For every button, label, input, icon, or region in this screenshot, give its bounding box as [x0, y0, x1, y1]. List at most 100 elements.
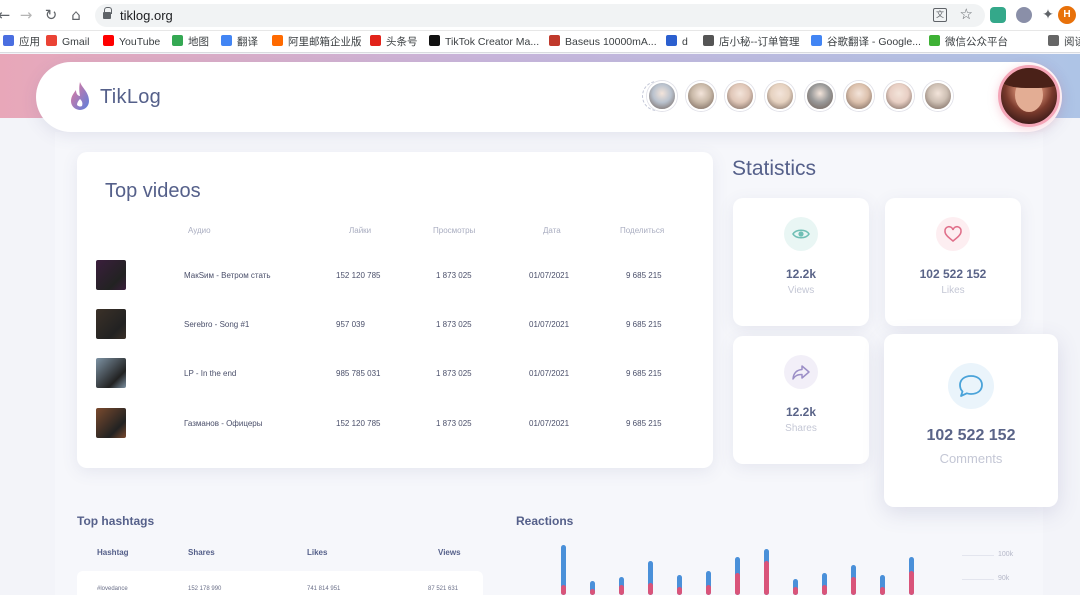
bookmark-item[interactable]: 阅读: [1048, 35, 1080, 49]
account-avatar[interactable]: [686, 81, 716, 111]
url-text[interactable]: tiklog.org: [120, 8, 173, 23]
reaction-bar-pink[interactable]: [590, 589, 595, 595]
column-header[interactable]: Hashtag: [97, 548, 129, 557]
bookmark-label: Gmail: [62, 36, 90, 48]
bookmark-item[interactable]: Baseus 10000mA...: [549, 35, 657, 49]
reaction-bar-blue[interactable]: [880, 575, 885, 595]
bookmark-label: 应用: [19, 36, 40, 48]
bookmark-item[interactable]: TikTok Creator Ma...: [429, 35, 539, 49]
bookmark-label: 翻译: [237, 36, 258, 48]
reaction-bar-pink[interactable]: [880, 587, 885, 595]
bookmark-item[interactable]: 应用: [3, 35, 40, 49]
axis-tick-label: 90k: [998, 575, 1010, 582]
bookmark-favicon-icon: [370, 35, 381, 46]
views-label: Views: [787, 285, 815, 296]
back-icon[interactable]: ←: [0, 6, 11, 24]
reaction-bar-pink[interactable]: [851, 577, 856, 595]
reaction-bar-pink[interactable]: [764, 561, 769, 595]
bookmark-item[interactable]: 微信公众平台: [929, 35, 1008, 49]
column-header[interactable]: Shares: [188, 548, 215, 557]
bookmark-item[interactable]: d: [666, 35, 688, 49]
likes-cell: 985 785 031: [336, 369, 381, 378]
reaction-bar-pink[interactable]: [735, 573, 740, 595]
shares-value: 12.2k: [785, 405, 817, 419]
bookmark-item[interactable]: 翻译: [221, 35, 258, 49]
reaction-bar-blue[interactable]: [706, 571, 711, 595]
account-avatar[interactable]: [923, 81, 953, 111]
column-header[interactable]: Views: [438, 548, 461, 557]
lock-icon: [103, 7, 112, 20]
bookmark-item[interactable]: 地图: [172, 35, 209, 49]
video-thumbnail[interactable]: [96, 408, 126, 438]
audio-cell: LP - In the end: [184, 369, 237, 378]
reaction-bar-pink[interactable]: [706, 585, 711, 595]
reaction-bar-pink[interactable]: [793, 587, 798, 595]
reaction-bar-pink[interactable]: [822, 585, 827, 595]
axis-tick-label: 100k: [998, 551, 1014, 558]
views-cell: 1 873 025: [436, 369, 472, 378]
app-header: TikLog +: [36, 62, 1062, 132]
extension-icon[interactable]: [1016, 7, 1032, 23]
column-header[interactable]: Просмотры: [433, 226, 476, 235]
account-avatar[interactable]: [884, 81, 914, 111]
top-videos-card: Top videos Аудио Лайки Просмотры Дата По…: [77, 152, 713, 468]
star-icon[interactable]: ☆: [959, 5, 973, 23]
reaction-bar-blue[interactable]: [677, 575, 682, 595]
reaction-bar-pink[interactable]: [909, 571, 914, 595]
bookmark-item[interactable]: 阿里邮箱企业版: [272, 35, 362, 49]
active-avatar[interactable]: [998, 65, 1060, 127]
likes-cell: 957 039: [336, 320, 365, 329]
comment-icon: [948, 363, 994, 409]
column-header[interactable]: Лайки: [349, 226, 372, 235]
account-avatar[interactable]: [725, 81, 755, 111]
account-avatar[interactable]: [844, 81, 874, 111]
extension-icon[interactable]: [990, 7, 1006, 23]
likes-stat-card[interactable]: 102 522 152 Likes: [885, 198, 1021, 326]
account-avatar[interactable]: [647, 81, 677, 111]
bookmark-item[interactable]: 头条号: [370, 35, 418, 49]
reaction-bar-blue[interactable]: [822, 573, 827, 595]
shares-cell: 9 685 215: [626, 271, 662, 280]
video-thumbnail[interactable]: [96, 358, 126, 388]
shares-stat-card[interactable]: 12.2k Shares: [733, 336, 869, 464]
reaction-bar-pink[interactable]: [561, 585, 566, 595]
brand-name[interactable]: TikLog: [100, 86, 162, 108]
reaction-bar-pink[interactable]: [648, 583, 653, 595]
shares-cell: 9 685 215: [626, 419, 662, 428]
reaction-bar-pink[interactable]: [619, 585, 624, 595]
column-header[interactable]: Поделиться: [620, 226, 665, 235]
column-header[interactable]: Дата: [543, 226, 561, 235]
reaction-bar-pink[interactable]: [677, 587, 682, 595]
bookmark-favicon-icon: [549, 35, 560, 46]
bookmark-label: 阿里邮箱企业版: [288, 36, 362, 48]
reload-icon[interactable]: ↻: [44, 6, 58, 24]
reaction-bar-blue[interactable]: [590, 581, 595, 595]
address-bar[interactable]: tiklog.org 文 ☆: [95, 4, 985, 27]
profile-avatar[interactable]: H: [1058, 6, 1076, 24]
bookmark-item[interactable]: Gmail: [46, 35, 89, 49]
bookmark-favicon-icon: [1048, 35, 1059, 46]
views-stat-card[interactable]: 12.2k Views: [733, 198, 869, 326]
table-row[interactable]: [77, 571, 483, 595]
video-thumbnail[interactable]: [96, 260, 126, 290]
puzzle-icon[interactable]: ✦: [1042, 7, 1054, 23]
column-header[interactable]: Likes: [307, 548, 328, 557]
forward-icon[interactable]: →: [19, 6, 33, 24]
views-value: 12.2k: [785, 267, 817, 281]
account-avatar[interactable]: [805, 81, 835, 111]
bookmark-item[interactable]: YouTube: [103, 35, 160, 49]
eye-icon: [784, 217, 818, 251]
bookmark-item[interactable]: 店小秘--订单管理: [703, 35, 800, 49]
column-header[interactable]: Аудио: [188, 226, 211, 235]
bookmark-label: Baseus 10000mA...: [565, 36, 657, 48]
translate-icon[interactable]: 文: [933, 8, 947, 22]
bookmark-item[interactable]: 谷歌翻译 - Google...: [811, 35, 921, 49]
home-icon[interactable]: ⌂: [71, 6, 81, 24]
bookmark-label: 微信公众平台: [945, 36, 1008, 48]
video-thumbnail[interactable]: [96, 309, 126, 339]
reaction-bar-blue[interactable]: [648, 561, 653, 595]
reaction-bar-blue[interactable]: [561, 545, 566, 595]
comments-stat-card[interactable]: 102 522 152 Comments: [884, 334, 1058, 507]
account-avatar[interactable]: [765, 81, 795, 111]
bookmark-favicon-icon: [929, 35, 940, 46]
